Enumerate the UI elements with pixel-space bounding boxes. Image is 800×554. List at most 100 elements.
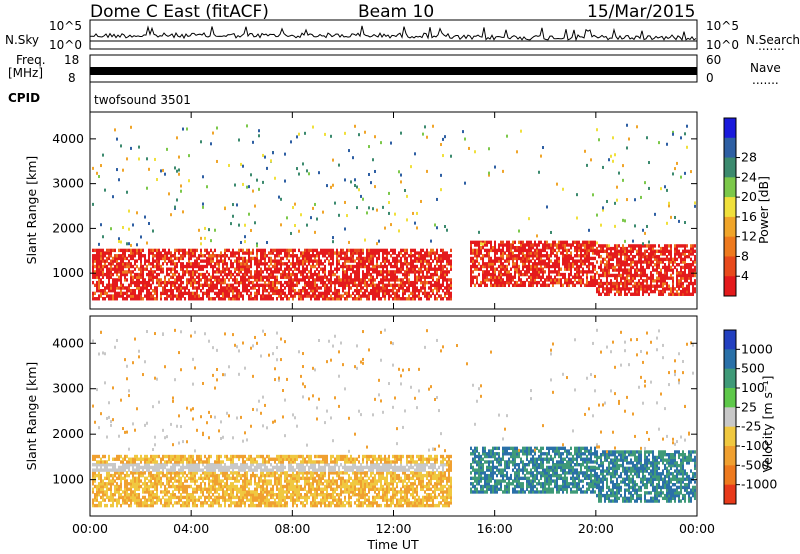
echo-cell: [294, 254, 296, 258]
echo-cell: [154, 501, 156, 505]
echo-cell: [110, 248, 112, 253]
echo-cell: [434, 272, 436, 277]
echo-cell: [562, 256, 564, 261]
echo-cell: [288, 286, 290, 290]
echo-cell: [542, 248, 544, 253]
echo-cell: [102, 482, 104, 486]
echo-cell: [238, 138, 240, 142]
echo-cell: [416, 211, 418, 215]
echo-cell: [414, 256, 416, 261]
echo-cell: [294, 267, 296, 271]
echo-cell: [170, 460, 172, 464]
echo-cell: [178, 501, 180, 505]
echo-cell: [260, 248, 262, 253]
echo-cell: [140, 256, 142, 261]
echo-cell: [368, 172, 370, 176]
echo-cell: [266, 283, 268, 288]
echo-cell: [292, 297, 294, 301]
echo-cell: [238, 288, 240, 293]
echo-cell: [176, 169, 178, 173]
echo-cell: [244, 267, 246, 271]
echo-cell: [140, 498, 142, 502]
echo-cell: [336, 262, 338, 266]
echo-cell: [514, 240, 516, 245]
echo-cell: [682, 292, 684, 296]
echo-cell: [172, 465, 174, 470]
echo-cell: [694, 268, 696, 272]
echo-cell: [110, 270, 112, 274]
echo-cell: [142, 473, 144, 478]
echo-cell: [270, 288, 272, 293]
echo-cell: [408, 272, 410, 277]
echo-cell: [606, 271, 608, 275]
echo-cell: [128, 259, 130, 263]
echo-cell: [396, 275, 398, 279]
echo-cell: [190, 283, 192, 288]
echo-cell: [202, 175, 204, 179]
echo-cell: [210, 275, 212, 279]
echo-cell: [422, 280, 424, 285]
echo-cell: [158, 471, 160, 475]
echo-cell: [120, 254, 122, 258]
echo-cell: [136, 495, 138, 500]
echo-cell: [530, 280, 532, 285]
echo-cell: [210, 254, 212, 258]
echo-cell: [96, 283, 98, 288]
echo-cell: [522, 264, 524, 269]
echo-cell: [670, 260, 672, 264]
echo-cell: [598, 273, 600, 278]
echo-cell: [208, 286, 210, 290]
echo-cell: [368, 254, 370, 258]
echo-cell: [150, 294, 152, 298]
echo-cell: [94, 272, 96, 277]
echo-cell: [440, 254, 442, 258]
echo-cell: [108, 415, 110, 419]
echo-cell: [624, 257, 626, 262]
echo-cell: [296, 259, 298, 263]
echo-cell: [346, 291, 348, 296]
echo-cell: [384, 288, 386, 293]
echo-cell: [534, 243, 536, 247]
echo-cell: [242, 297, 244, 301]
echo-cell: [318, 171, 320, 175]
echo-cell: [388, 294, 390, 298]
echo-cell: [490, 267, 492, 271]
echo-cell: [196, 270, 198, 274]
echo-cell: [226, 288, 228, 293]
echo-cell: [164, 172, 166, 176]
echo-cell: [178, 291, 180, 296]
echo-cell: [578, 267, 580, 271]
echo-cell: [440, 294, 442, 298]
echo-cell: [176, 460, 178, 464]
echo-cell: [158, 463, 160, 467]
echo-cell: [412, 264, 414, 269]
echo-cell: [284, 254, 286, 258]
echo-cell: [352, 267, 354, 271]
echo-cell: [258, 272, 260, 277]
echo-cell: [126, 297, 128, 301]
echo-cell: [662, 252, 664, 256]
echo-cell: [558, 262, 560, 266]
echo-cell: [150, 291, 152, 296]
echo-cell: [498, 259, 500, 263]
echo-cell: [588, 280, 590, 285]
echo-cell: [524, 270, 526, 274]
echo-cell: [522, 280, 524, 285]
echo-cell: [326, 184, 328, 188]
echo-cell: [442, 275, 444, 279]
echo-cell: [566, 254, 568, 258]
echo-cell: [324, 283, 326, 288]
echo-cell: [486, 248, 488, 253]
echo-cell: [104, 297, 106, 301]
echo-cell: [664, 289, 666, 294]
echo-cell: [612, 273, 614, 278]
echo-cell: [328, 248, 330, 253]
echo-cell: [180, 368, 182, 372]
echo-cell: [644, 289, 646, 294]
echo-cell: [346, 278, 348, 282]
echo-cell: [320, 280, 322, 285]
echo-cell: [214, 262, 216, 266]
nave-dots: .......: [752, 73, 779, 87]
echo-cell: [162, 332, 164, 336]
echo-cell: [564, 243, 566, 247]
